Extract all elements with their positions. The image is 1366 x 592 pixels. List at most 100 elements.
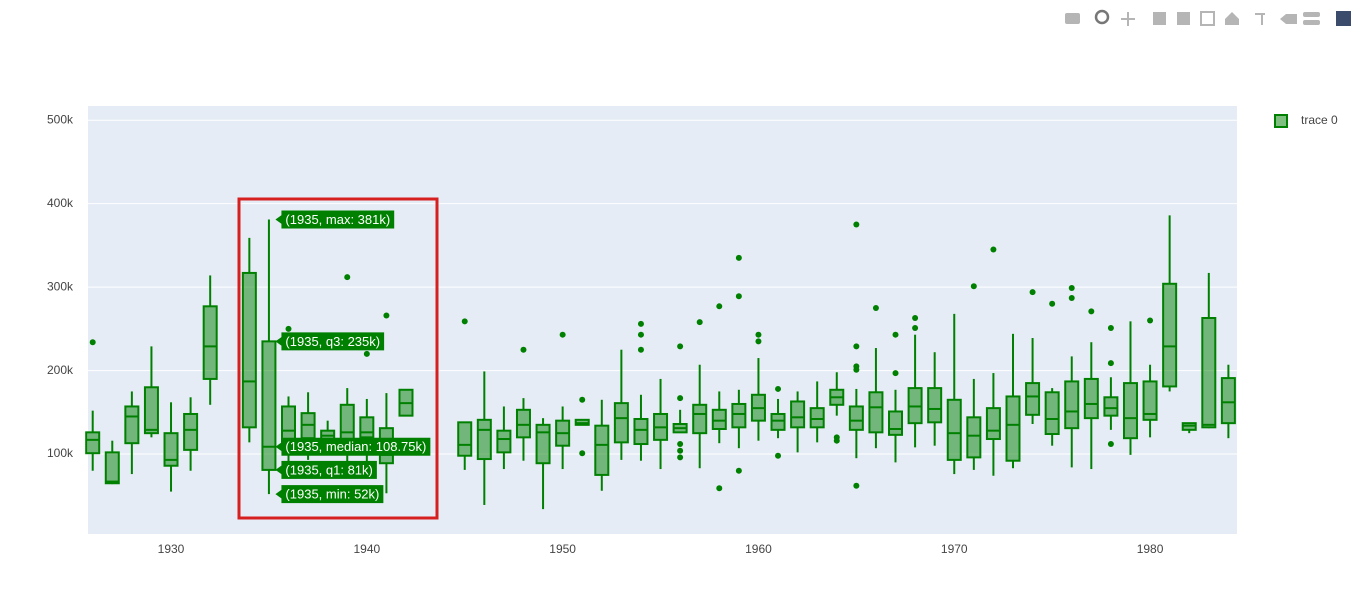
box xyxy=(476,371,492,505)
outlier xyxy=(853,366,860,373)
box-body xyxy=(1083,377,1099,420)
box xyxy=(888,331,904,463)
zoom-icon[interactable] xyxy=(1094,9,1110,25)
outlier xyxy=(285,325,292,332)
hover-label: (1935, q3: 235k) xyxy=(275,332,385,351)
hover-compare-icon[interactable] xyxy=(1303,12,1320,17)
box xyxy=(1044,300,1060,446)
box xyxy=(515,346,531,461)
box xyxy=(398,388,414,417)
hover-box xyxy=(281,437,431,456)
box-body xyxy=(535,423,551,465)
box xyxy=(750,331,766,441)
box xyxy=(1142,317,1158,438)
box-body xyxy=(496,429,512,454)
box-body xyxy=(927,387,943,424)
outlier xyxy=(559,331,566,338)
box xyxy=(613,349,629,460)
box-body xyxy=(476,418,492,461)
outlier xyxy=(344,274,351,281)
outlier xyxy=(677,441,684,448)
box-body xyxy=(339,403,355,441)
box xyxy=(202,275,218,405)
hover-box xyxy=(281,460,377,479)
box-body xyxy=(261,340,277,471)
zoom-in-icon[interactable] xyxy=(1153,12,1166,25)
outlier xyxy=(637,320,644,327)
box-body xyxy=(613,402,629,444)
hover-box xyxy=(281,210,395,229)
home-icon[interactable] xyxy=(1225,12,1239,25)
hover-label: (1935, median: 108.75k) xyxy=(275,437,431,456)
outlier xyxy=(677,343,684,350)
box-body xyxy=(711,408,727,431)
outlier xyxy=(853,221,860,228)
y-tick-label: 300k xyxy=(47,279,74,293)
box xyxy=(1083,308,1099,470)
outlier xyxy=(990,246,997,253)
box xyxy=(711,303,727,492)
box-body xyxy=(848,405,864,431)
box-body xyxy=(868,391,884,434)
box xyxy=(457,318,473,470)
outlier xyxy=(716,303,723,310)
box xyxy=(496,406,512,470)
box xyxy=(1103,325,1119,448)
box xyxy=(261,219,277,495)
hover-box xyxy=(281,332,385,351)
outlier xyxy=(677,447,684,454)
outlier xyxy=(892,331,899,338)
y-tick-label: 400k xyxy=(47,196,74,210)
outlier xyxy=(1147,317,1154,324)
box xyxy=(535,418,551,510)
box-body xyxy=(809,407,825,429)
outlier xyxy=(1107,325,1114,332)
box-body xyxy=(594,424,610,476)
plot-layer: 100k 200k 300k 400k 500k 1930 1940 1950 1960 1970… xyxy=(47,112,1237,556)
box xyxy=(1201,272,1217,429)
outlier xyxy=(775,452,782,459)
box-body xyxy=(966,416,982,459)
box-body xyxy=(143,386,159,435)
hover-arrow xyxy=(275,464,283,475)
box xyxy=(633,320,649,461)
box xyxy=(790,391,806,453)
box-body xyxy=(1044,391,1060,436)
plot-background xyxy=(88,106,1237,534)
autoscale-icon[interactable] xyxy=(1200,11,1215,26)
box-body xyxy=(790,400,806,429)
hover-closest-icon[interactable] xyxy=(1280,14,1297,24)
spike-icon[interactable] xyxy=(1255,13,1265,25)
outlier xyxy=(970,283,977,290)
box xyxy=(848,221,864,489)
outlier xyxy=(461,318,468,325)
camera-icon[interactable] xyxy=(1065,13,1080,24)
box xyxy=(907,314,923,448)
outlier xyxy=(383,312,390,319)
x-tick-label: 1940 xyxy=(353,542,380,556)
box xyxy=(594,399,610,491)
box-body xyxy=(1005,395,1021,462)
box-body xyxy=(1142,380,1158,421)
hover-arrow xyxy=(275,489,283,500)
box xyxy=(183,397,199,471)
y-tick-label: 500k xyxy=(47,112,74,126)
x-tick-label: 1970 xyxy=(941,542,968,556)
zoom-out-icon[interactable] xyxy=(1177,12,1190,25)
outlier xyxy=(735,254,742,261)
box xyxy=(241,237,257,443)
box xyxy=(1005,333,1021,469)
box xyxy=(731,254,747,474)
box xyxy=(770,385,786,459)
pan-icon[interactable] xyxy=(1121,12,1135,26)
plotly-logo[interactable] xyxy=(1336,11,1351,26)
outlier xyxy=(1049,300,1056,307)
legend-label: trace 0 xyxy=(1301,113,1338,127)
hover-text: (1935, q3: 235k) xyxy=(285,334,380,349)
box-body xyxy=(515,408,531,439)
outlier xyxy=(912,325,919,332)
outlier xyxy=(637,346,644,353)
hover-label: (1935, max: 381k) xyxy=(275,210,395,229)
box xyxy=(692,319,708,469)
